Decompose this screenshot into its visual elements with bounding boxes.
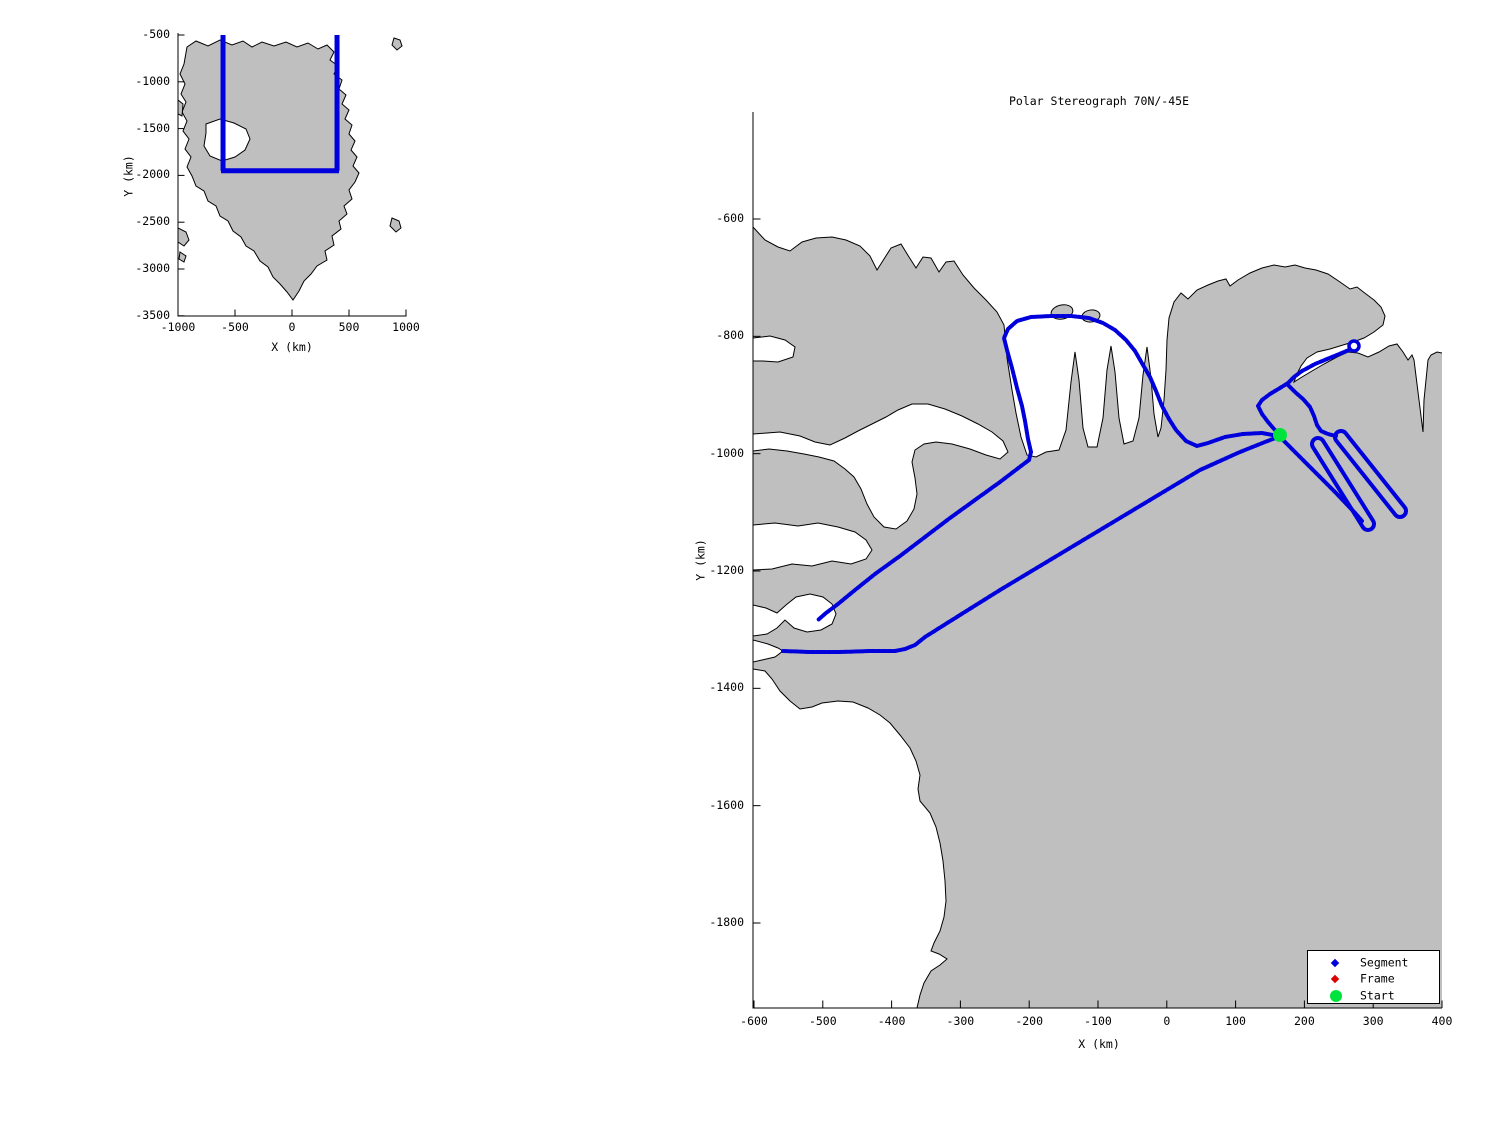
fjord-water [753, 522, 873, 571]
frame-marker-icon [1330, 974, 1340, 984]
main-map [753, 112, 1442, 1008]
tick-label: -3000 [135, 261, 170, 275]
flight-track-segment [1286, 383, 1338, 438]
inset-island [391, 37, 403, 51]
inset-island [389, 217, 402, 233]
fjord-water [753, 593, 837, 637]
racetrack-oval-inner [1337, 433, 1404, 515]
tick-label: 100 [1225, 1014, 1246, 1028]
legend-label: Start [1360, 988, 1395, 1003]
tick-label: -2000 [135, 167, 170, 182]
main-plot-title: Polar Stereograph 70N/-45E [1008, 94, 1190, 108]
north-ocean [753, 112, 1442, 457]
tick-label: 0 [288, 320, 296, 334]
tick-label: -1000 [135, 73, 170, 88]
start-marker [1273, 428, 1287, 442]
tick-label: -800 [716, 328, 744, 343]
tick-label: -1800 [709, 915, 744, 929]
tick-label: -1400 [709, 680, 744, 695]
inset-island [178, 227, 190, 247]
flight-track-segment [1256, 348, 1351, 437]
legend-label: Segment [1360, 955, 1409, 970]
inset-map [178, 33, 407, 316]
segment-marker-icon [1330, 958, 1340, 967]
tick-label: 1000 [392, 320, 420, 334]
main-axes [752, 112, 1443, 1009]
tick-label: 300 [1362, 1014, 1384, 1028]
inset-x-axis-label: X (km) [271, 340, 313, 354]
flight-track-segment [1281, 438, 1364, 523]
tick-label: 500 [338, 320, 360, 334]
tick-label: -500 [808, 1014, 837, 1028]
start-marker-icon [1330, 989, 1342, 1002]
inset-island [178, 99, 184, 117]
main-x-axis-label: X (km) [1078, 1037, 1120, 1051]
tick-label: -600 [740, 1014, 768, 1028]
tick-label: -600 [716, 211, 744, 225]
legend-label: Frame [1360, 971, 1395, 986]
fjord-water [753, 639, 784, 663]
tick-label: -1000 [709, 445, 744, 460]
north-coastline [753, 226, 1442, 458]
inset-island [178, 251, 187, 263]
flight-track-segment [781, 435, 1280, 654]
legend: Segment Frame Start [1307, 950, 1440, 1004]
flight-track-segment [816, 314, 1280, 622]
tick-label: 400 [1431, 1014, 1453, 1028]
tick-label: -200 [1015, 1014, 1044, 1028]
tick-label: -1200 [709, 563, 744, 577]
fjord-water [753, 335, 796, 363]
tick-label: 200 [1294, 1014, 1315, 1028]
tick-label: -300 [946, 1014, 975, 1028]
tick-label: -1000 [160, 320, 196, 334]
legend-row-segment: Segment [1308, 954, 1439, 971]
fjord-water [753, 403, 1009, 530]
tick-label: -1600 [709, 797, 744, 812]
tick-label: 0 [1163, 1014, 1171, 1028]
tick-label: -100 [1084, 1014, 1112, 1028]
track-end-loop [1347, 339, 1361, 353]
tick-label: -500 [221, 320, 249, 334]
legend-row-frame: Frame [1308, 971, 1439, 988]
tick-label: -2500 [135, 214, 170, 229]
greenland-west-bay [203, 118, 251, 162]
tick-label: -1500 [135, 120, 170, 135]
inset-axes [177, 33, 407, 317]
legend-row-start: Start [1308, 987, 1439, 1004]
fjord-water [753, 668, 948, 1008]
tick-label: -400 [877, 1014, 906, 1028]
tick-label: -3500 [135, 307, 170, 322]
racetrack-oval-inner [1314, 440, 1372, 528]
tick-label: -500 [142, 27, 170, 41]
